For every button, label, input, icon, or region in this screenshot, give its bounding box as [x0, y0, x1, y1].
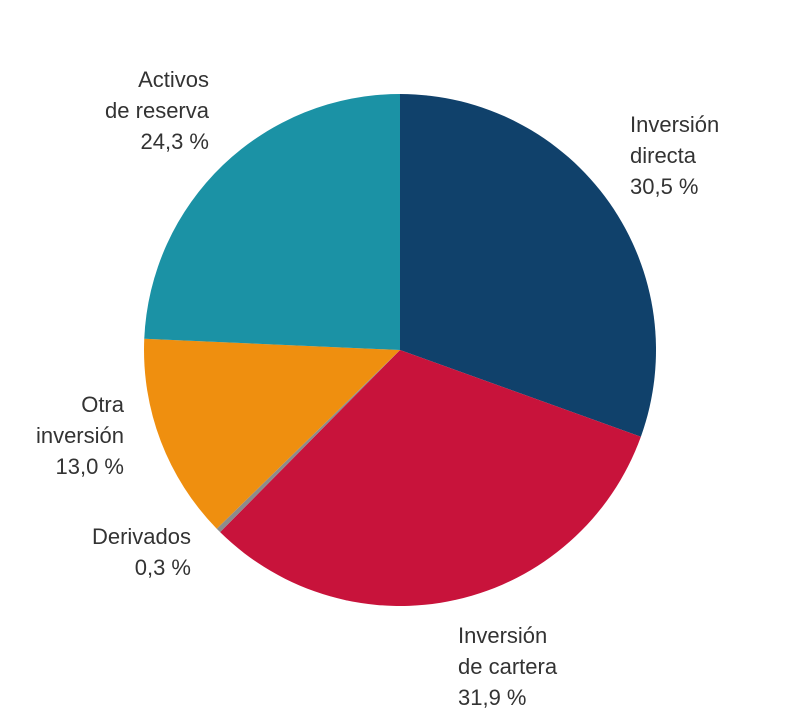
label-line: Inversión	[630, 112, 720, 137]
label-line: Inversión	[458, 623, 548, 648]
pie-slice-inversión-directa	[400, 94, 657, 437]
label-inversion-directa: Inversión directa 30,5 %	[630, 109, 719, 202]
label-otra-inversion: Otra inversión 13,0 %	[36, 389, 124, 482]
label-value: 24,3 %	[140, 129, 210, 154]
pie-slice-otra-inversión	[144, 338, 400, 529]
label-line: de reserva	[105, 98, 209, 123]
label-value: 0,3 %	[134, 555, 191, 580]
label-line: de cartera	[458, 654, 558, 679]
pie-slice-activos-dereserva	[144, 94, 400, 350]
label-line: inversión	[35, 423, 124, 448]
label-value: 30,5 %	[630, 174, 699, 199]
label-activos-de-reserva: Activos de reserva 24,3 %	[105, 64, 209, 157]
label-line: Otra	[81, 392, 124, 417]
label-value: 31,9 %	[458, 685, 527, 710]
pie-slice-derivados	[216, 350, 400, 533]
pie-slice-inversión-decartera	[220, 350, 641, 607]
label-derivados: Derivados 0,3 %	[92, 521, 191, 583]
label-line: Derivados	[91, 524, 191, 549]
label-value: 13,0 %	[55, 454, 125, 479]
label-inversion-de-cartera: Inversión de cartera 31,9 %	[458, 620, 557, 713]
label-line: Activos	[138, 67, 209, 92]
label-line: directa	[630, 143, 697, 168]
